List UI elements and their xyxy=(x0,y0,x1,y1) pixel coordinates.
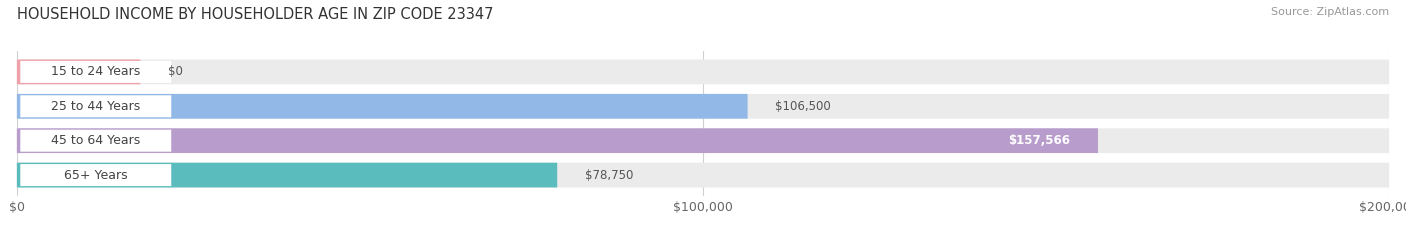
FancyBboxPatch shape xyxy=(20,61,172,83)
FancyBboxPatch shape xyxy=(17,128,1389,153)
Text: 65+ Years: 65+ Years xyxy=(63,169,128,182)
FancyBboxPatch shape xyxy=(17,94,748,119)
FancyBboxPatch shape xyxy=(17,94,1389,119)
Text: $106,500: $106,500 xyxy=(775,100,831,113)
Text: 15 to 24 Years: 15 to 24 Years xyxy=(51,65,141,78)
FancyBboxPatch shape xyxy=(17,163,557,188)
Text: Source: ZipAtlas.com: Source: ZipAtlas.com xyxy=(1271,7,1389,17)
FancyBboxPatch shape xyxy=(17,163,1389,188)
FancyBboxPatch shape xyxy=(17,128,1098,153)
FancyBboxPatch shape xyxy=(17,59,1389,84)
FancyBboxPatch shape xyxy=(20,164,172,186)
Text: HOUSEHOLD INCOME BY HOUSEHOLDER AGE IN ZIP CODE 23347: HOUSEHOLD INCOME BY HOUSEHOLDER AGE IN Z… xyxy=(17,7,494,22)
FancyBboxPatch shape xyxy=(20,130,172,152)
FancyBboxPatch shape xyxy=(20,95,172,117)
FancyBboxPatch shape xyxy=(17,59,141,84)
Text: $78,750: $78,750 xyxy=(585,169,633,182)
Text: $0: $0 xyxy=(167,65,183,78)
Text: 25 to 44 Years: 25 to 44 Years xyxy=(51,100,141,113)
Text: $157,566: $157,566 xyxy=(1008,134,1070,147)
Text: 45 to 64 Years: 45 to 64 Years xyxy=(51,134,141,147)
